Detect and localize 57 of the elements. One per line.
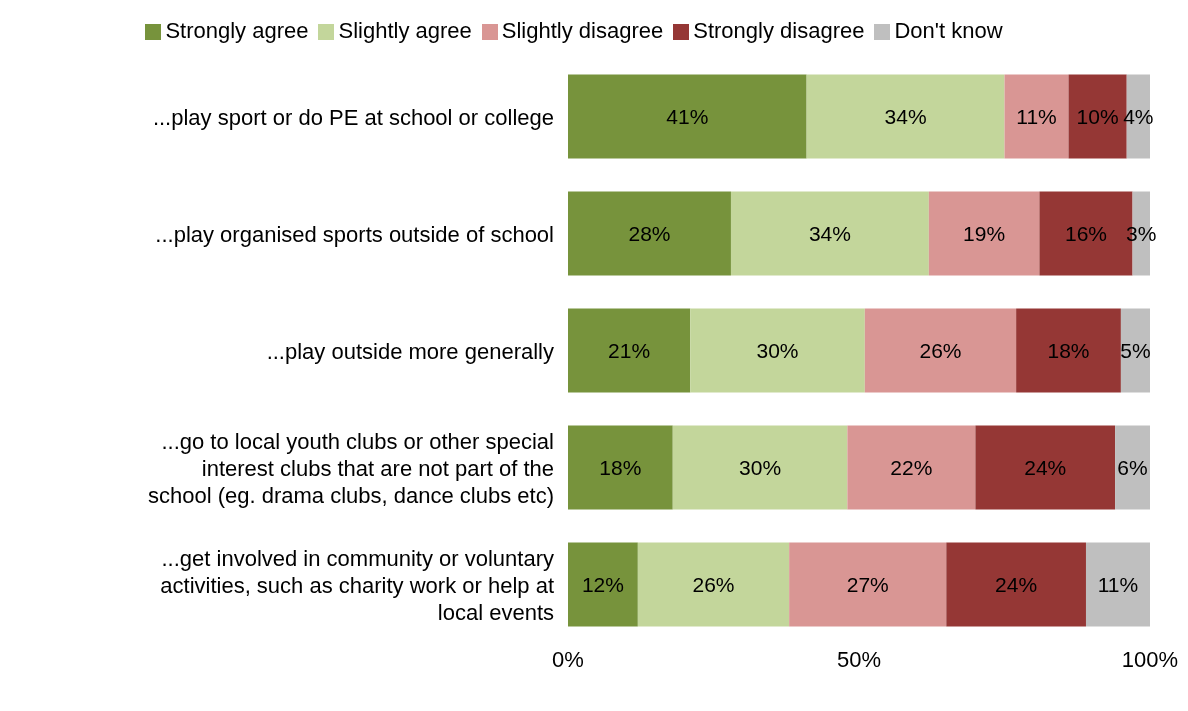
x-tick-label: 50% [836, 646, 882, 672]
bar [1120, 308, 1150, 393]
legend-label: Slightly agree [338, 18, 472, 43]
data-label: 12% [581, 572, 624, 596]
data-label: 34% [808, 221, 851, 245]
bar [637, 542, 790, 627]
data-label: 22% [890, 455, 933, 479]
bar [568, 74, 807, 159]
bar [847, 425, 976, 510]
legend-label: Slightly disagree [501, 18, 664, 43]
bar [568, 542, 638, 627]
bar [568, 425, 673, 510]
bar [690, 308, 865, 393]
data-label: 21% [608, 338, 651, 362]
data-label: 41% [666, 104, 709, 128]
legend-label: Strongly disagree [693, 18, 865, 43]
x-tick-label: 100% [1121, 646, 1179, 672]
bar [1085, 542, 1150, 627]
bar [928, 191, 1040, 276]
bar [568, 191, 731, 276]
data-label: 30% [756, 338, 799, 362]
x-tick-label: 0% [552, 646, 584, 672]
bar [1016, 308, 1121, 393]
bar [568, 308, 691, 393]
data-label: 27% [846, 572, 889, 596]
legend-label: Don't know [894, 18, 1003, 43]
data-label: 18% [1047, 338, 1090, 362]
data-label: 11% [1016, 104, 1057, 128]
data-label: 18% [599, 455, 642, 479]
bar [789, 542, 947, 627]
bar [806, 74, 1005, 159]
bar [946, 542, 1086, 627]
bar [864, 308, 1017, 393]
bar [1115, 425, 1150, 510]
data-label: 26% [692, 572, 735, 596]
bar [1004, 74, 1069, 159]
data-label: 34% [884, 104, 927, 128]
bar [672, 425, 848, 510]
data-label: 16% [1064, 221, 1107, 245]
bar [730, 191, 929, 276]
data-label: 24% [995, 572, 1038, 596]
legend-label: Strongly agree [165, 18, 309, 43]
data-label: 30% [739, 455, 782, 479]
y-tick-label: ...play outside more generally [266, 338, 554, 363]
data-label: 19% [963, 221, 1006, 245]
data-label: 10% [1076, 104, 1119, 128]
data-label: 26% [919, 338, 962, 362]
data-label: 6% [1117, 455, 1148, 479]
bar [975, 425, 1116, 510]
data-label: 5% [1120, 338, 1151, 362]
y-tick-label: ...get involved in community or voluntary activities, such as charity work or help at local events [160, 545, 554, 624]
data-label: 28% [628, 221, 671, 245]
y-tick-label: ...play organised sports outside of school [155, 221, 554, 246]
y-tick-label: ...play sport or do PE at school or college [152, 104, 554, 129]
y-tick-label: ...go to local youth clubs or other special interest clubs that are not part of the school (eg. drama clubs, dance clubs etc) [148, 428, 554, 507]
data-label: 24% [1024, 455, 1067, 479]
data-label: 11% [1097, 572, 1139, 596]
